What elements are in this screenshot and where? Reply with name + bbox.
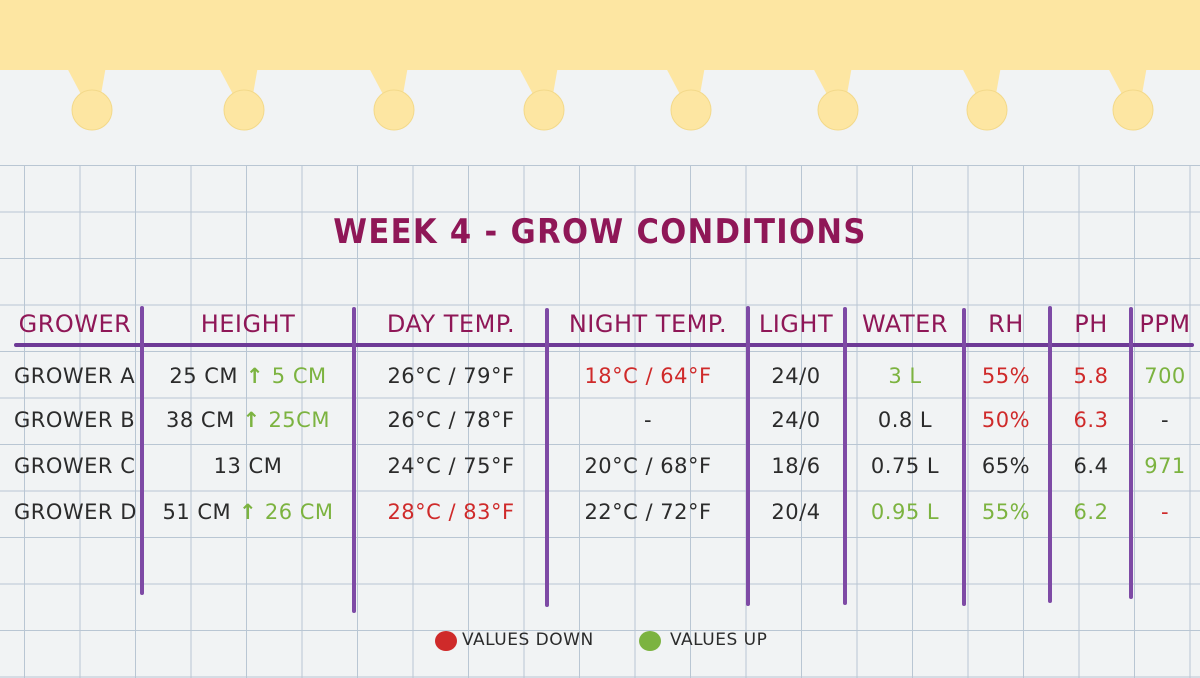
arrow-up-icon: ↑	[238, 364, 272, 388]
height-change: 5 CM	[271, 364, 327, 388]
column-divider	[843, 307, 847, 605]
cell-night-temp: -	[643, 408, 653, 432]
cell-grower: GROWER B	[14, 408, 136, 432]
cell-rh: 55%	[981, 500, 1031, 524]
column-divider	[1129, 307, 1133, 599]
cell-day-temp: 26°C / 79°F	[387, 364, 515, 388]
legend-up-label: VALUES UP	[670, 630, 768, 650]
cell-rh: 55%	[981, 364, 1031, 388]
column-header-day-temp: DAY TEMP.	[386, 310, 516, 338]
cell-height: 51 CM ↑ 26 CM	[146, 500, 350, 530]
column-divider	[1048, 306, 1052, 603]
cell-rh: 65%	[981, 454, 1031, 478]
arrow-up-icon: ↑	[231, 500, 265, 524]
binder-tab	[368, 66, 415, 131]
column-header-ppm: PPM	[1139, 310, 1191, 338]
column-header-rh: RH	[988, 310, 1024, 338]
column-header-night-temp: NIGHT TEMP.	[568, 310, 728, 338]
cell-day-temp: 26°C / 78°F	[387, 408, 515, 432]
cell-height: 25 CM ↑ 5 CM	[146, 364, 350, 394]
legend-up-dot	[639, 631, 661, 651]
cell-ppm: -	[1160, 500, 1170, 524]
cell-light: 18/6	[771, 454, 821, 478]
cell-light: 24/0	[771, 364, 821, 388]
cell-water: 3 L	[888, 364, 922, 388]
column-divider	[746, 306, 750, 606]
height-value: 13 CM	[213, 454, 283, 478]
column-header-water: WATER	[862, 310, 948, 338]
binder-tab	[1107, 66, 1154, 131]
cell-water: 0.75 L	[870, 454, 940, 478]
cell-grower: GROWER A	[14, 364, 136, 388]
binder-tab	[812, 66, 859, 131]
cell-night-temp: 18°C / 64°F	[584, 364, 712, 388]
cell-ph: 6.2	[1073, 500, 1109, 524]
column-header-light: LIGHT	[758, 310, 834, 338]
cell-height: 38 CM ↑ 25CM	[146, 408, 350, 438]
legend-down-label: VALUES DOWN	[462, 630, 594, 650]
cell-light: 24/0	[771, 408, 821, 432]
cell-ppm: -	[1160, 408, 1170, 432]
cell-light: 20/4	[771, 500, 821, 524]
cell-ph: 5.8	[1073, 364, 1109, 388]
cell-rh: 50%	[981, 408, 1031, 432]
arrow-up-icon: ↑	[234, 408, 269, 432]
notepad-top-band	[0, 0, 1200, 70]
column-divider	[545, 308, 549, 607]
cell-night-temp: 22°C / 72°F	[584, 500, 712, 524]
column-header-grower: GROWER	[18, 310, 132, 338]
column-header-ph: PH	[1074, 310, 1108, 338]
binder-tab	[66, 66, 113, 131]
cell-height: 13 CM	[146, 454, 350, 484]
column-divider	[962, 308, 966, 606]
cell-ph: 6.4	[1073, 454, 1109, 478]
binder-tab	[218, 66, 265, 131]
legend-down-dot	[435, 631, 457, 651]
binder-tab	[665, 66, 712, 131]
column-divider	[140, 306, 144, 595]
cell-day-temp: 24°C / 75°F	[387, 454, 515, 478]
cell-night-temp: 20°C / 68°F	[584, 454, 712, 478]
cell-ppm: 971	[1144, 454, 1186, 478]
binder-tab	[961, 66, 1008, 131]
cell-ppm: 700	[1144, 364, 1186, 388]
header-underline	[14, 343, 1194, 347]
height-value: 51 CM	[162, 500, 232, 524]
column-divider	[352, 307, 356, 613]
height-change: 26 CM	[264, 500, 334, 524]
cell-grower: GROWER C	[14, 454, 136, 478]
cell-grower: GROWER D	[14, 500, 137, 524]
binder-tab	[518, 66, 565, 131]
cell-water: 0.95 L	[870, 500, 940, 524]
table-title: WEEK 4 - GROW CONDITIONS	[333, 212, 867, 252]
height-value: 38 CM	[166, 408, 235, 432]
cell-ph: 6.3	[1073, 408, 1109, 432]
height-value: 25 CM	[169, 364, 239, 388]
column-header-height: HEIGHT	[200, 310, 296, 338]
grid-paper-background	[0, 165, 1200, 678]
cell-day-temp: 28°C / 83°F	[387, 500, 515, 524]
cell-water: 0.8 L	[877, 408, 933, 432]
height-change: 25CM	[268, 408, 330, 432]
